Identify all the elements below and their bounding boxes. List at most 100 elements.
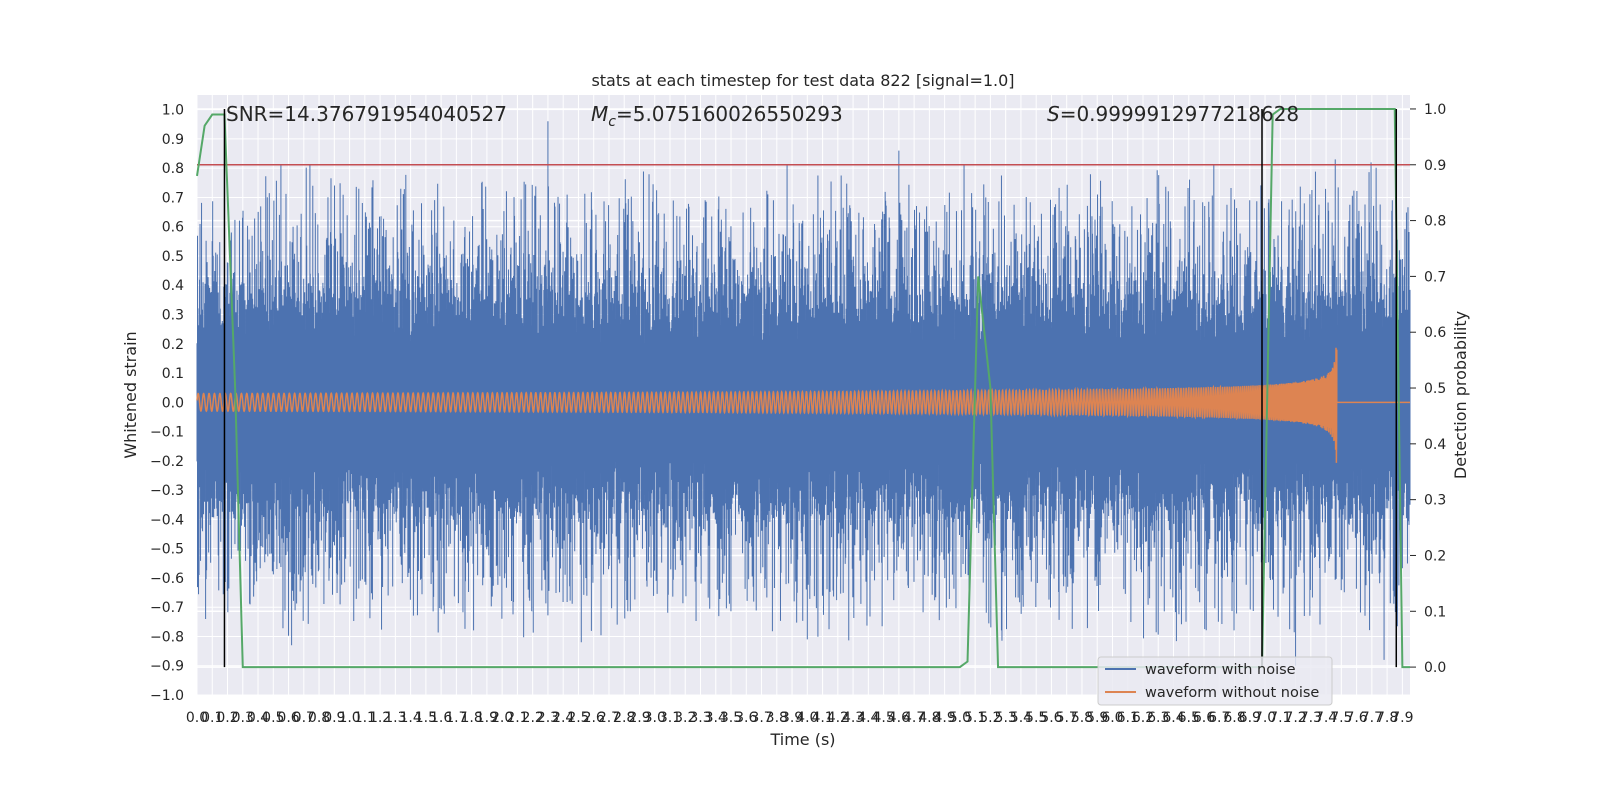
x-tick-label: 4.4	[857, 710, 879, 726]
y-tick-label: 0.6	[162, 220, 184, 236]
x-tick-label: 6.8	[1223, 710, 1245, 726]
y2-tick-label: 0.3	[1424, 493, 1446, 509]
x-tick-label: 1.2	[369, 710, 391, 726]
y-tick-label: 0.1	[162, 366, 184, 382]
y2-tick-label: 1.0	[1424, 102, 1446, 118]
score-annotation: S=0.9999912977218628	[1047, 102, 1299, 126]
x-tick-label: 4.5	[872, 710, 894, 726]
x-tick-label: 3.4	[705, 710, 727, 726]
x-tick-label: 3.7	[750, 710, 772, 726]
x-tick-label: 5.1	[964, 710, 986, 726]
x-tick-label: 3.3	[689, 710, 711, 726]
y-tick-label: 0.4	[162, 278, 184, 294]
y-tick-label: −0.6	[150, 571, 184, 587]
y-tick-label: 0.8	[162, 161, 184, 177]
x-tick-label: 5.9	[1086, 710, 1108, 726]
x-tick-label: 0.5	[262, 710, 284, 726]
x-tick-label: 4.3	[842, 710, 864, 726]
y2-tick-label: 0.0	[1424, 660, 1446, 676]
x-tick-label: 5.6	[1040, 710, 1062, 726]
x-tick-label: 6.2	[1132, 710, 1154, 726]
s-symbol: S	[1047, 102, 1060, 126]
x-tick-label: 5.3	[995, 710, 1017, 726]
x-tick-label: 3.1	[659, 710, 681, 726]
x-tick-label: 7.7	[1361, 710, 1383, 726]
y-tick-label: 0.9	[162, 132, 184, 148]
x-tick-label: 0.3	[232, 710, 254, 726]
x-tick-label: 6.4	[1162, 710, 1184, 726]
x-tick-label: 0.4	[247, 710, 269, 726]
x-tick-label: 4.2	[827, 710, 849, 726]
x-tick-label: 3.6	[735, 710, 757, 726]
x-tick-label: 3.5	[720, 710, 742, 726]
x-tick-label: 2.6	[583, 710, 605, 726]
x-tick-label: 0.9	[323, 710, 345, 726]
legend-label-noise: waveform with noise	[1145, 662, 1296, 678]
x-tick-label: 6.3	[1147, 710, 1169, 726]
event-lines	[223, 108, 1398, 668]
x-tick-label: 7.9	[1391, 710, 1413, 726]
x-tick-label: 3.9	[781, 710, 803, 726]
x-tick-label: 0.0	[186, 710, 208, 726]
x-tick-label: 6.1	[1117, 710, 1139, 726]
mc-value: =5.075160026550293	[616, 102, 843, 126]
x-tick-label: 5.5	[1025, 710, 1047, 726]
x-tick-label: 6.6	[1193, 710, 1215, 726]
mc-subscript: c	[608, 114, 616, 130]
waveform-without-noise-line	[196, 347, 1410, 463]
x-tick-label: 5.2	[979, 710, 1001, 726]
x-tick-label: 3.0	[644, 710, 666, 726]
legend-box	[1097, 656, 1333, 706]
y-axis-label: Whitened strain	[121, 331, 140, 458]
snr-annotation: SNR=14.376791954040527	[226, 102, 507, 126]
x-tick-label: 3.2	[674, 710, 696, 726]
y-tick-label: −0.5	[150, 542, 184, 558]
x-tick-label: 0.2	[216, 710, 238, 726]
y2-tick-label: 0.4	[1424, 437, 1446, 453]
x-tick-label: 7.5	[1330, 710, 1352, 726]
x-tick-label: 1.7	[445, 710, 467, 726]
x-tick-label: 5.8	[1071, 710, 1093, 726]
y2-tick-label: 0.2	[1424, 548, 1446, 564]
x-tick-label: 7.6	[1345, 710, 1367, 726]
y-tick-label: −1.0	[150, 688, 184, 704]
x-tick-label: 2.7	[598, 710, 620, 726]
y-tick-label: −0.7	[150, 600, 184, 616]
x-tick-label: 4.9	[934, 710, 956, 726]
y-tick-label: 0.0	[162, 395, 184, 411]
x-tick-label: 1.0	[338, 710, 360, 726]
x-tick-label: 1.5	[415, 710, 437, 726]
y-tick-label: 1.0	[162, 103, 184, 119]
y-tick-label: −0.2	[150, 454, 184, 470]
y2-tick-label: 0.8	[1424, 214, 1446, 230]
x-tick-label: 0.8	[308, 710, 330, 726]
x-tick-label: 1.1	[354, 710, 376, 726]
x-tick-label: 7.2	[1284, 710, 1306, 726]
legend: waveform with noise waveform without noi…	[1097, 656, 1333, 706]
y-tick-label: −0.9	[150, 659, 184, 675]
clean-series	[196, 347, 1410, 463]
x-tick-label: 6.5	[1178, 710, 1200, 726]
y-tick-label: 0.7	[162, 190, 184, 206]
x-tick-label: 2.3	[537, 710, 559, 726]
x-tick-label: 1.8	[461, 710, 483, 726]
detection-probability-line	[196, 107, 1410, 669]
y-tick-label: −0.8	[150, 629, 184, 645]
y2-axis-label: Detection probability	[1451, 311, 1470, 479]
legend-label-clean: waveform without noise	[1145, 685, 1319, 701]
x-tick-label: 2.8	[613, 710, 635, 726]
x-tick-label: 5.7	[1056, 710, 1078, 726]
x-tick-label: 7.8	[1376, 710, 1398, 726]
x-tick-label: 0.6	[277, 710, 299, 726]
y-tick-label: 0.5	[162, 249, 184, 265]
y-tick-label: −0.1	[150, 425, 184, 441]
y2-tick-label: 0.7	[1424, 269, 1446, 285]
x-tick-label: 5.0	[949, 710, 971, 726]
chirp-mass-annotation: Mc=5.075160026550293	[591, 102, 843, 130]
x-tick-label: 2.4	[552, 710, 574, 726]
x-tick-label: 4.7	[903, 710, 925, 726]
s-value: =0.9999912977218628	[1060, 102, 1299, 126]
x-tick-label: 7.0	[1254, 710, 1276, 726]
x-tick-label: 4.6	[888, 710, 910, 726]
x-tick-label: 2.5	[567, 710, 589, 726]
